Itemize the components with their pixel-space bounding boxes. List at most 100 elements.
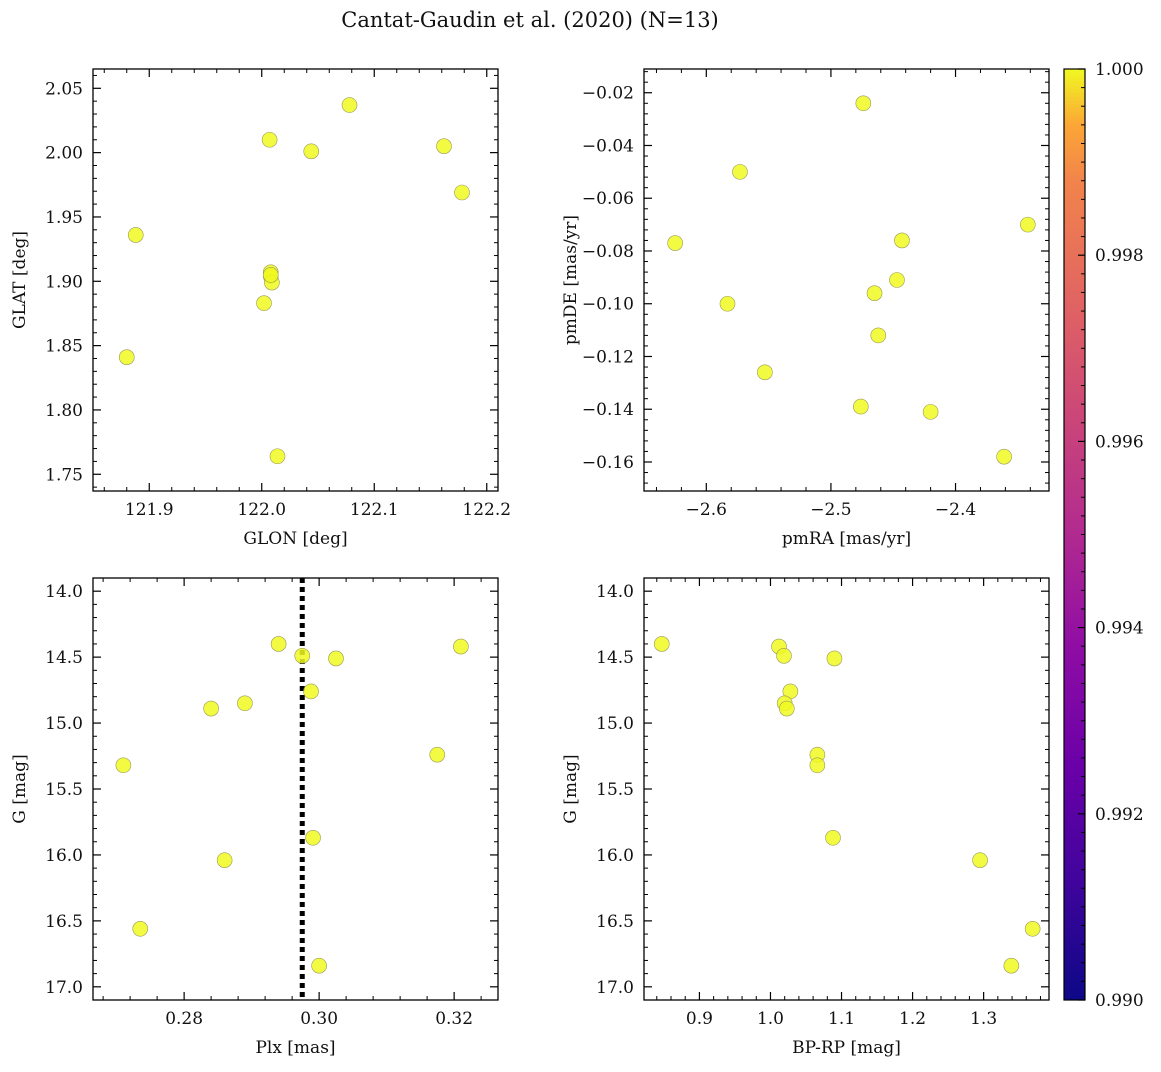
scatter-panel-2: −2.6 −2.5 −2.4 −0.16 −0.14 −0.12 −0.10 −0.08 −0.…: [561, 68, 1050, 549]
x-tick-label: 0.30: [300, 1009, 338, 1029]
y-tick-label: 1.95: [45, 208, 83, 228]
scatter-point: [1024, 920, 1041, 937]
scatter-point: [311, 957, 327, 974]
scatter-point: [303, 683, 319, 700]
colorbar-tick-label: 0.996: [1095, 432, 1144, 452]
y-tick-label: 15.0: [45, 714, 83, 734]
y-tick-label: 16.5: [45, 912, 83, 932]
x-tick-label: 1.2: [899, 1009, 926, 1029]
scatter-point: [203, 700, 219, 717]
scatter-point: [262, 267, 279, 283]
y-tick-label: −0.06: [582, 189, 634, 209]
x-axis-label: Plx [mas]: [255, 1038, 335, 1058]
y-tick-label: 17.0: [45, 978, 83, 998]
scatter-point: [653, 636, 670, 652]
scatter-point: [779, 700, 795, 717]
y-tick-label: 2.05: [45, 79, 83, 99]
axes-frame: [92, 577, 499, 1001]
scatter-point: [261, 131, 278, 148]
scatter-point: [1020, 216, 1036, 233]
scatter-point: [303, 143, 320, 160]
y-tick-label: 15.5: [45, 780, 83, 800]
x-tick-label: 1.1: [828, 1009, 855, 1029]
x-tick-label: 1.0: [757, 1009, 784, 1029]
y-tick-label: 1.80: [45, 401, 83, 421]
scatter-point: [305, 829, 321, 846]
x-tick-label: 121.9: [125, 500, 174, 520]
y-tick-label: 15.0: [596, 714, 634, 734]
y-tick-label: 14.5: [45, 648, 83, 668]
scatter-point: [127, 227, 144, 243]
y-tick-label: 1.90: [45, 272, 83, 292]
y-axis-label: G [mag]: [10, 754, 30, 823]
colorbar-tick-label: 0.990: [1095, 991, 1144, 1011]
y-tick-label: 16.0: [596, 846, 634, 866]
y-tick-label: 16.5: [596, 912, 634, 932]
y-tick-label: −0.10: [582, 295, 634, 315]
scatter-point: [429, 746, 446, 763]
scatter-point: [454, 184, 470, 201]
scatter-point: [115, 757, 132, 774]
x-tick-label: 1.3: [970, 1009, 997, 1029]
scatter-point: [922, 404, 939, 420]
x-tick-label: −2.6: [686, 500, 727, 520]
colorbar: 0.990 0.992 0.994 0.996 0.998 1.000: [1063, 60, 1144, 1011]
scatter-point: [294, 648, 311, 664]
scatter-point: [436, 138, 452, 154]
y-tick-label: 1.85: [45, 337, 83, 357]
scatter-point: [889, 272, 905, 288]
scatter-point: [853, 398, 869, 415]
scatter-point: [972, 852, 988, 869]
y-tick-label: 2.00: [45, 144, 83, 164]
scatter-panel-1: 121.9 122.0 122.1 122.2 1.75 1.80 1.85 1.90 1.95…: [10, 68, 511, 549]
scatter-panel-4: 0.9 1.0 1.1 1.2 1.3 14.0 14.5 15.0 15.5 16.0 16.5 1…: [561, 577, 1050, 1058]
scatter-point: [826, 650, 843, 667]
scatter-point: [216, 852, 233, 869]
scatter-point: [870, 327, 887, 344]
y-tick-label: −0.12: [582, 347, 634, 367]
y-tick-label: −0.16: [582, 453, 634, 473]
panels: 121.9 122.0 122.1 122.2 1.75 1.80 1.85 1.90 1.95…: [10, 68, 1050, 1058]
y-tick-label: 14.0: [596, 582, 634, 602]
scatter-point: [757, 364, 773, 381]
x-tick-label: 0.28: [165, 1009, 203, 1029]
figure-title: Cantat-Gaudin et al. (2020) (N=13): [341, 8, 719, 32]
axes-frame: [643, 577, 1050, 1001]
scatter-point: [866, 285, 883, 301]
scatter-point: [719, 295, 736, 312]
scatter-point: [328, 650, 344, 667]
colorbar-tick-label: 1.000: [1095, 60, 1144, 80]
x-axis-label: GLON [deg]: [243, 529, 347, 549]
y-tick-label: 1.75: [45, 465, 83, 485]
scatter-point: [667, 235, 683, 251]
x-tick-label: −2.5: [810, 500, 851, 520]
y-tick-label: −0.02: [582, 84, 634, 104]
y-tick-label: 17.0: [596, 978, 634, 998]
x-axis-label: pmRA [mas/yr]: [782, 529, 911, 549]
x-tick-label: 0.9: [686, 1009, 713, 1029]
scatter-point: [237, 695, 253, 712]
axes-frame: [92, 68, 499, 492]
scatter-point: [809, 757, 826, 774]
x-axis-label: BP-RP [mag]: [792, 1038, 901, 1058]
scatter-point: [118, 349, 135, 365]
y-axis-label: GLAT [deg]: [10, 231, 30, 329]
y-tick-label: −0.14: [582, 400, 634, 420]
colorbar-tick-label: 0.992: [1095, 805, 1144, 825]
y-tick-label: 15.5: [596, 780, 634, 800]
scatter-point: [256, 295, 272, 311]
scatter-point: [341, 97, 358, 113]
colorbar-tick-label: 0.994: [1095, 619, 1144, 639]
y-tick-label: 16.0: [45, 846, 83, 866]
scatter-point: [269, 448, 286, 465]
scatter-point: [776, 648, 792, 664]
y-tick-label: 14.0: [45, 582, 83, 602]
scatter-point: [825, 829, 841, 846]
scatter-point: [132, 920, 149, 937]
y-tick-label: −0.08: [582, 242, 634, 262]
y-axis-label: G [mag]: [561, 754, 581, 823]
scatter-point: [270, 636, 287, 652]
scatter-point: [855, 95, 872, 112]
